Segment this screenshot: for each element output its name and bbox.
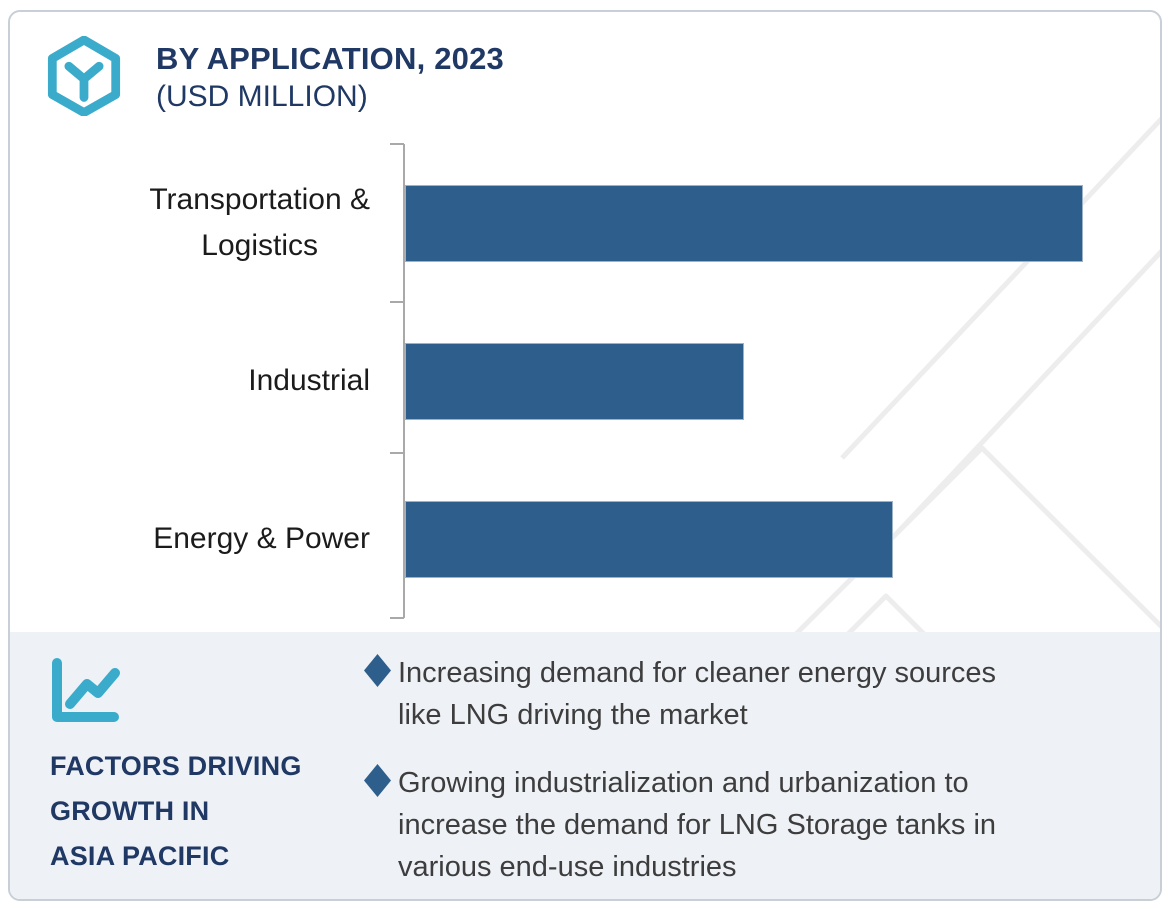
bar-chart: Transportation & Logistics Industrial En… (10, 143, 1160, 619)
factors-panel: FACTORS DRIVING GROWTH IN ASIA PACIFIC I… (10, 632, 1160, 899)
line-chart-icon (52, 658, 120, 722)
header: BY APPLICATION, 2023 (USD MILLION) (45, 36, 504, 116)
infographic-frame: BY APPLICATION, 2023 (USD MILLION) Trans… (8, 10, 1162, 901)
chart-title: BY APPLICATION, 2023 (156, 41, 504, 76)
axis-tick (390, 452, 404, 454)
diamond-icon (364, 654, 391, 687)
chart-subtitle: (USD MILLION) (156, 80, 368, 113)
bar-industrial (405, 342, 744, 420)
bullet-text: Increasing demand for cleaner energy sou… (398, 657, 997, 731)
hexagon-y-logo-icon (47, 36, 121, 116)
bar-row (405, 302, 1160, 460)
bar-energy-power (405, 500, 894, 578)
axis-tick (390, 617, 404, 619)
bullet-item: Increasing demand for cleaner energy sou… (364, 652, 1150, 736)
plot-area (390, 143, 1160, 619)
diamond-icon (364, 764, 391, 797)
chart-title-block: BY APPLICATION, 2023 (USD MILLION) (156, 36, 504, 116)
bullet-item: Growing industrialization and urbanizati… (364, 762, 1150, 888)
bar-transportation-logistics (405, 184, 1083, 262)
category-label-industrial: Industrial (248, 364, 370, 397)
bar-row (405, 460, 1160, 618)
axis-tick (390, 301, 404, 303)
factors-panel-bullets: Increasing demand for cleaner energy sou… (362, 632, 1160, 899)
category-label-energy-power: Energy & Power (153, 522, 370, 555)
factors-panel-left: FACTORS DRIVING GROWTH IN ASIA PACIFIC (10, 632, 362, 899)
category-label-transportation-logistics: Transportation & Logistics (149, 183, 370, 262)
bullet-text: Growing industrialization and urbanizati… (398, 767, 997, 883)
bar-row (405, 144, 1160, 302)
category-axis-labels: Transportation & Logistics Industrial En… (10, 144, 403, 618)
factors-heading: FACTORS DRIVING GROWTH IN ASIA PACIFIC (50, 751, 302, 871)
axis-tick (390, 143, 404, 145)
